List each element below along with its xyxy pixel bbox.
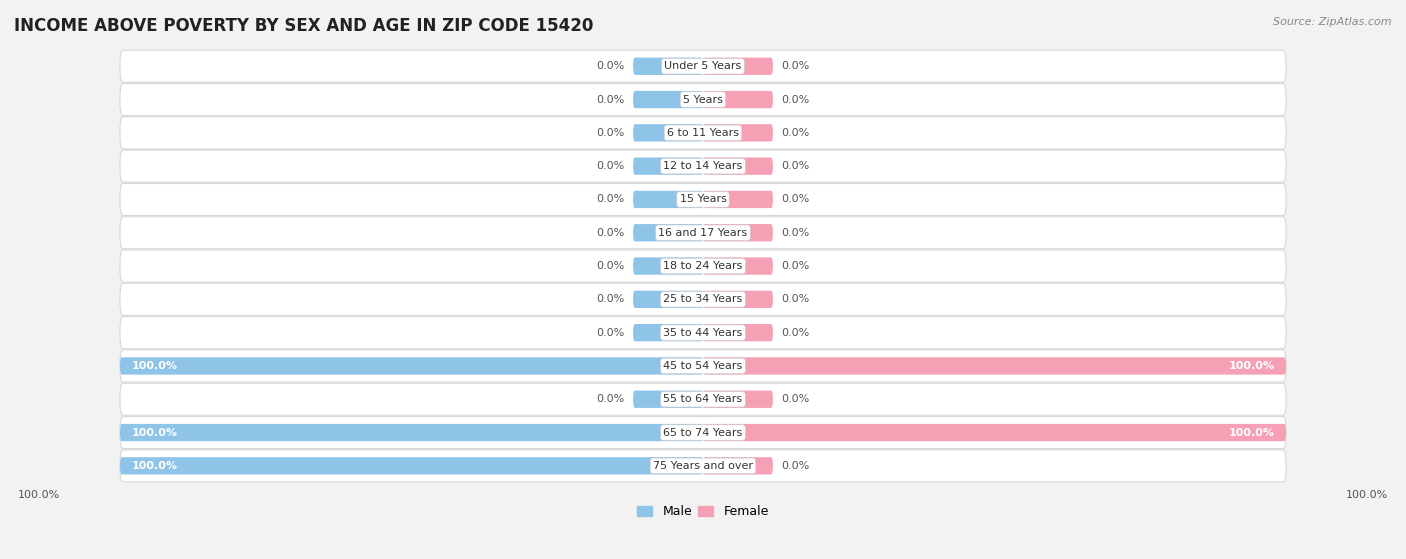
FancyBboxPatch shape — [703, 357, 1286, 375]
Text: 16 and 17 Years: 16 and 17 Years — [658, 228, 748, 238]
Text: 0.0%: 0.0% — [782, 295, 810, 304]
Text: 12 to 14 Years: 12 to 14 Years — [664, 161, 742, 171]
FancyBboxPatch shape — [633, 91, 703, 108]
Text: 0.0%: 0.0% — [596, 161, 624, 171]
Text: 0.0%: 0.0% — [782, 261, 810, 271]
Text: 0.0%: 0.0% — [782, 128, 810, 138]
FancyBboxPatch shape — [633, 257, 703, 274]
FancyBboxPatch shape — [120, 416, 1286, 448]
Text: 35 to 44 Years: 35 to 44 Years — [664, 328, 742, 338]
FancyBboxPatch shape — [633, 324, 703, 342]
Text: 0.0%: 0.0% — [782, 61, 810, 71]
Text: 0.0%: 0.0% — [596, 61, 624, 71]
Text: 55 to 64 Years: 55 to 64 Years — [664, 394, 742, 404]
FancyBboxPatch shape — [703, 257, 773, 274]
FancyBboxPatch shape — [120, 383, 1286, 415]
FancyBboxPatch shape — [703, 124, 773, 141]
Text: 100.0%: 100.0% — [132, 428, 177, 438]
FancyBboxPatch shape — [120, 350, 1286, 382]
Text: 15 Years: 15 Years — [679, 195, 727, 205]
FancyBboxPatch shape — [633, 291, 703, 308]
Text: 75 Years and over: 75 Years and over — [652, 461, 754, 471]
FancyBboxPatch shape — [120, 250, 1286, 282]
Text: 18 to 24 Years: 18 to 24 Years — [664, 261, 742, 271]
FancyBboxPatch shape — [703, 391, 773, 408]
Text: Under 5 Years: Under 5 Years — [665, 61, 741, 71]
FancyBboxPatch shape — [120, 283, 1286, 315]
Text: 0.0%: 0.0% — [596, 261, 624, 271]
FancyBboxPatch shape — [120, 150, 1286, 182]
Text: 100.0%: 100.0% — [132, 461, 177, 471]
FancyBboxPatch shape — [120, 316, 1286, 349]
Text: 100.0%: 100.0% — [18, 490, 60, 500]
Text: 0.0%: 0.0% — [782, 94, 810, 105]
FancyBboxPatch shape — [120, 84, 1286, 116]
Text: 6 to 11 Years: 6 to 11 Years — [666, 128, 740, 138]
Text: 0.0%: 0.0% — [782, 328, 810, 338]
FancyBboxPatch shape — [633, 158, 703, 175]
FancyBboxPatch shape — [633, 391, 703, 408]
Text: 0.0%: 0.0% — [782, 394, 810, 404]
FancyBboxPatch shape — [120, 450, 1286, 482]
Text: 0.0%: 0.0% — [596, 128, 624, 138]
Text: 0.0%: 0.0% — [596, 195, 624, 205]
Text: 0.0%: 0.0% — [596, 328, 624, 338]
FancyBboxPatch shape — [120, 357, 703, 375]
Text: INCOME ABOVE POVERTY BY SEX AND AGE IN ZIP CODE 15420: INCOME ABOVE POVERTY BY SEX AND AGE IN Z… — [14, 17, 593, 35]
FancyBboxPatch shape — [703, 224, 773, 241]
FancyBboxPatch shape — [120, 117, 1286, 149]
Text: 100.0%: 100.0% — [1229, 361, 1274, 371]
FancyBboxPatch shape — [703, 58, 773, 75]
Text: 65 to 74 Years: 65 to 74 Years — [664, 428, 742, 438]
FancyBboxPatch shape — [120, 217, 1286, 249]
FancyBboxPatch shape — [633, 58, 703, 75]
FancyBboxPatch shape — [633, 124, 703, 141]
FancyBboxPatch shape — [120, 50, 1286, 82]
FancyBboxPatch shape — [120, 457, 703, 475]
FancyBboxPatch shape — [703, 324, 773, 342]
FancyBboxPatch shape — [703, 291, 773, 308]
FancyBboxPatch shape — [703, 158, 773, 175]
FancyBboxPatch shape — [703, 457, 773, 475]
Legend: Male, Female: Male, Female — [633, 500, 773, 523]
FancyBboxPatch shape — [120, 183, 1286, 215]
Text: 5 Years: 5 Years — [683, 94, 723, 105]
Text: 0.0%: 0.0% — [596, 228, 624, 238]
Text: 0.0%: 0.0% — [782, 461, 810, 471]
FancyBboxPatch shape — [703, 424, 1286, 441]
FancyBboxPatch shape — [120, 424, 703, 441]
Text: 0.0%: 0.0% — [782, 161, 810, 171]
FancyBboxPatch shape — [633, 224, 703, 241]
FancyBboxPatch shape — [703, 91, 773, 108]
Text: 100.0%: 100.0% — [132, 361, 177, 371]
Text: 0.0%: 0.0% — [782, 228, 810, 238]
Text: 100.0%: 100.0% — [1229, 428, 1274, 438]
Text: 100.0%: 100.0% — [1346, 490, 1388, 500]
Text: 0.0%: 0.0% — [596, 295, 624, 304]
Text: 25 to 34 Years: 25 to 34 Years — [664, 295, 742, 304]
FancyBboxPatch shape — [633, 191, 703, 208]
Text: 45 to 54 Years: 45 to 54 Years — [664, 361, 742, 371]
FancyBboxPatch shape — [703, 191, 773, 208]
Text: 0.0%: 0.0% — [596, 94, 624, 105]
Text: 0.0%: 0.0% — [596, 394, 624, 404]
Text: Source: ZipAtlas.com: Source: ZipAtlas.com — [1274, 17, 1392, 27]
Text: 0.0%: 0.0% — [782, 195, 810, 205]
